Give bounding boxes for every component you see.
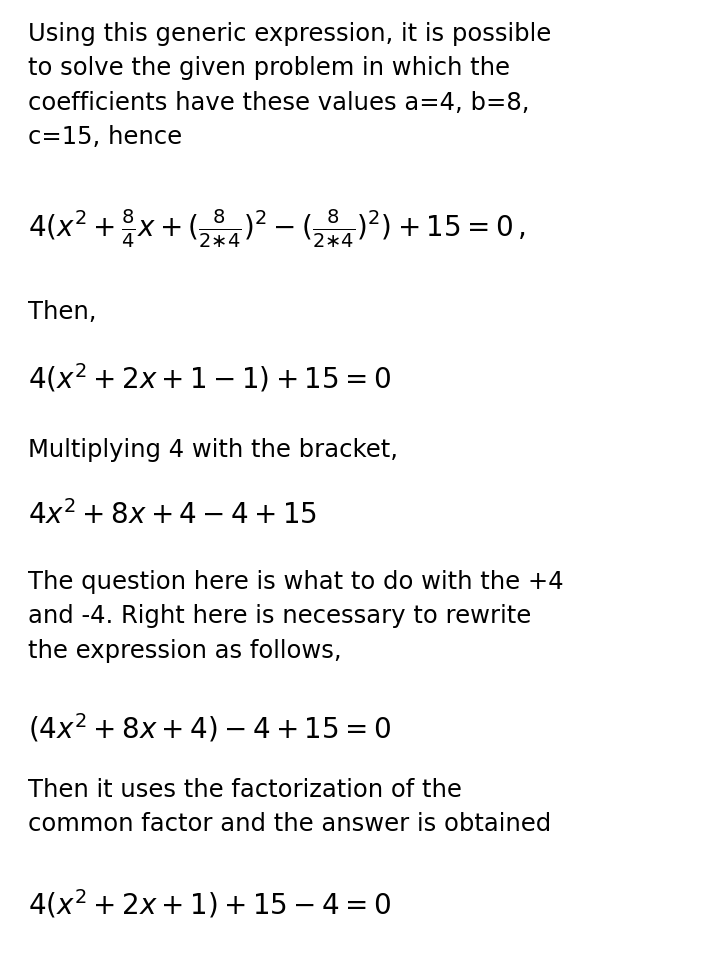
Text: Using this generic expression, it is possible
to solve the given problem in whic: Using this generic expression, it is pos… xyxy=(28,22,552,150)
Text: The question here is what to do with the +4
and -4. Right here is necessary to r: The question here is what to do with the… xyxy=(28,570,564,663)
Text: $4x^2 + 8x + 4 - 4 + 15$: $4x^2 + 8x + 4 - 4 + 15$ xyxy=(28,500,317,530)
Text: $(4x^2 + 8x + 4) - 4 + 15 = 0$: $(4x^2 + 8x + 4) - 4 + 15 = 0$ xyxy=(28,712,391,745)
Text: $4(x^2 + 2x + 1) + 15 - 4 = 0$: $4(x^2 + 2x + 1) + 15 - 4 = 0$ xyxy=(28,888,391,920)
Text: $4(x^2 + \frac{8}{4}x + (\frac{8}{2{\ast}4})^2 - (\frac{8}{2{\ast}4})^2) + 15 = : $4(x^2 + \frac{8}{4}x + (\frac{8}{2{\ast… xyxy=(28,208,526,250)
Text: Then it uses the factorization of the
common factor and the answer is obtained: Then it uses the factorization of the co… xyxy=(28,778,552,837)
Text: Multiplying 4 with the bracket,: Multiplying 4 with the bracket, xyxy=(28,438,398,462)
Text: Then,: Then, xyxy=(28,300,96,324)
Text: $4(x^2 + 2x + 1 - 1) + 15 = 0$: $4(x^2 + 2x + 1 - 1) + 15 = 0$ xyxy=(28,362,391,395)
